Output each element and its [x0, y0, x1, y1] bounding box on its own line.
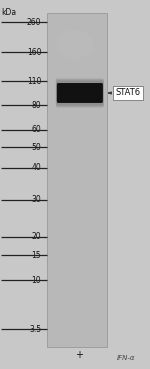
Text: IFN-α: IFN-α: [117, 355, 135, 361]
Text: 15: 15: [32, 251, 41, 260]
Text: 20: 20: [32, 232, 41, 241]
Text: 80: 80: [32, 101, 41, 110]
Ellipse shape: [56, 30, 94, 59]
Text: +: +: [75, 350, 84, 360]
Text: STAT6: STAT6: [116, 89, 141, 97]
Text: 110: 110: [27, 77, 41, 86]
Text: 10: 10: [32, 276, 41, 285]
Text: 40: 40: [32, 163, 41, 172]
FancyBboxPatch shape: [56, 79, 104, 107]
Text: kDa: kDa: [2, 8, 17, 17]
FancyBboxPatch shape: [57, 83, 103, 103]
FancyBboxPatch shape: [56, 80, 104, 106]
Text: 160: 160: [27, 48, 41, 57]
Text: 260: 260: [27, 18, 41, 27]
Text: 50: 50: [32, 143, 41, 152]
FancyBboxPatch shape: [56, 81, 103, 105]
Text: 30: 30: [32, 196, 41, 204]
Text: 60: 60: [32, 125, 41, 134]
Bar: [46, 13, 106, 347]
Text: 3.5: 3.5: [29, 325, 41, 334]
